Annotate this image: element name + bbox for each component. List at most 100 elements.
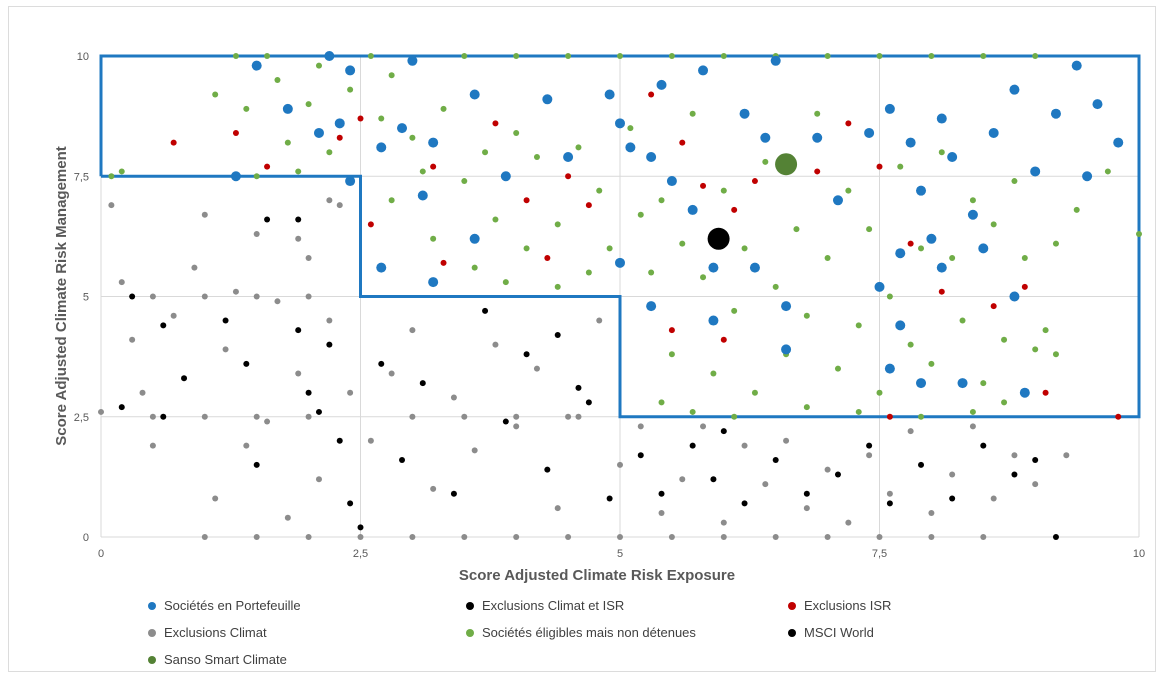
point-societes-en-portefeuille <box>936 262 947 273</box>
point-exclusions-isr <box>990 303 997 310</box>
point-exclusions-climat <box>866 452 873 459</box>
point-societes-eligibles-mais-non-detenues <box>482 149 489 156</box>
x-tick-label: 2,5 <box>353 548 368 560</box>
point-exclusions-climat <box>824 466 831 473</box>
legend-marker-icon <box>466 628 474 637</box>
point-societes-eligibles-mais-non-detenues <box>731 413 738 420</box>
point-societes-eligibles-mais-non-detenues <box>565 53 572 59</box>
point-exclusions-climat <box>305 413 312 420</box>
point-societes-eligibles-mais-non-detenues <box>1073 206 1080 213</box>
y-tick-label: 0 <box>83 532 89 544</box>
point-exclusions-climat <box>201 211 208 218</box>
point-societes-en-portefeuille <box>895 248 906 259</box>
legend-marker-icon <box>148 628 156 637</box>
point-societes-en-portefeuille <box>749 262 760 273</box>
point-exclusions-climat-et-isr <box>585 399 592 406</box>
point-societes-en-portefeuille <box>428 277 439 288</box>
point-exclusions-climat <box>980 534 987 540</box>
point-exclusions-climat <box>315 476 322 483</box>
point-exclusions-climat-et-isr <box>1032 457 1039 464</box>
point-societes-en-portefeuille <box>1050 108 1061 119</box>
point-societes-eligibles-mais-non-detenues <box>430 235 437 242</box>
point-societes-en-portefeuille <box>895 320 906 331</box>
point-exclusions-climat <box>201 413 208 420</box>
point-exclusions-isr <box>814 168 821 175</box>
point-exclusions-climat <box>336 202 343 209</box>
point-societes-eligibles-mais-non-detenues <box>658 197 665 204</box>
point-societes-eligibles-mais-non-detenues <box>928 360 935 367</box>
point-societes-eligibles-mais-non-detenues <box>606 245 613 252</box>
point-exclusions-climat <box>326 197 333 204</box>
legend-item-sanso-smart-climate: Sanso Smart Climate <box>148 652 287 667</box>
point-societes-en-portefeuille <box>469 89 480 100</box>
point-societes-eligibles-mais-non-detenues <box>959 317 966 324</box>
point-exclusions-isr <box>336 134 343 141</box>
point-societes-eligibles-mais-non-detenues <box>720 187 727 194</box>
point-societes-en-portefeuille <box>874 281 885 292</box>
point-societes-eligibles-mais-non-detenues <box>1042 327 1049 334</box>
point-societes-eligibles-mais-non-detenues <box>492 216 499 223</box>
point-exclusions-climat <box>450 394 457 401</box>
point-societes-en-portefeuille <box>916 185 927 196</box>
legend-label: Sanso Smart Climate <box>164 652 287 667</box>
point-exclusions-climat <box>617 534 623 540</box>
point-societes-eligibles-mais-non-detenues <box>824 53 831 59</box>
point-exclusions-climat <box>149 293 156 300</box>
point-societes-en-portefeuille <box>407 55 418 66</box>
point-societes-eligibles-mais-non-detenues <box>772 283 779 290</box>
point-societes-eligibles-mais-non-detenues <box>264 53 271 59</box>
point-exclusions-climat <box>461 534 468 540</box>
legend-marker-icon <box>148 655 156 664</box>
point-exclusions-climat <box>409 327 416 334</box>
point-societes-eligibles-mais-non-detenues <box>232 53 239 59</box>
point-exclusions-climat-et-isr <box>222 317 229 324</box>
legend-marker-icon <box>788 628 796 637</box>
point-societes-eligibles-mais-non-detenues <box>700 274 707 281</box>
point-exclusions-climat <box>264 418 271 425</box>
point-exclusions-climat-et-isr <box>772 457 779 464</box>
legend-marker-icon <box>148 601 156 610</box>
y-tick-label: 10 <box>77 51 89 63</box>
point-societes-eligibles-mais-non-detenues <box>513 129 520 136</box>
legend-item-exclusions-isr: Exclusions ISR <box>788 598 891 613</box>
legend-label: Exclusions Climat <box>164 625 267 640</box>
point-societes-eligibles-mais-non-detenues <box>969 408 976 415</box>
point-exclusions-climat <box>409 413 416 420</box>
point-exclusions-isr <box>232 129 239 136</box>
point-societes-eligibles-mais-non-detenues <box>949 255 956 262</box>
point-exclusions-climat <box>118 279 125 286</box>
point-societes-eligibles-mais-non-detenues <box>253 173 260 180</box>
point-exclusions-climat <box>533 365 540 372</box>
point-exclusions-climat <box>720 519 727 526</box>
point-exclusions-climat <box>243 442 250 449</box>
point-exclusions-climat <box>949 471 956 478</box>
legend-item-exclusions-climat: Exclusions Climat <box>148 625 267 640</box>
point-societes-eligibles-mais-non-detenues <box>409 134 416 141</box>
point-exclusions-climat <box>367 437 374 444</box>
point-exclusions-climat <box>1063 452 1070 459</box>
y-axis-title: Score Adjusted Climate Risk Management <box>53 146 70 446</box>
point-exclusions-isr <box>264 163 271 170</box>
point-exclusions-climat <box>845 519 852 526</box>
point-societes-eligibles-mais-non-detenues <box>243 105 250 112</box>
point-exclusions-climat <box>969 423 976 430</box>
point-exclusions-climat <box>886 490 893 497</box>
x-axis-title: Score Adjusted Climate Risk Exposure <box>459 567 735 584</box>
point-exclusions-climat <box>637 423 644 430</box>
point-exclusions-climat-et-isr <box>1052 534 1059 540</box>
point-exclusions-climat <box>305 293 312 300</box>
point-exclusions-climat-et-isr <box>689 442 696 449</box>
point-exclusions-climat-et-isr <box>118 404 125 411</box>
point-exclusions-climat <box>326 317 333 324</box>
point-societes-eligibles-mais-non-detenues <box>554 221 561 228</box>
point-exclusions-climat <box>409 534 416 540</box>
point-exclusions-climat-et-isr <box>637 452 644 459</box>
point-exclusions-climat-et-isr <box>336 437 343 444</box>
point-exclusions-isr <box>700 182 707 189</box>
point-societes-eligibles-mais-non-detenues <box>1052 240 1059 247</box>
point-societes-eligibles-mais-non-detenues <box>326 149 333 156</box>
point-exclusions-climat <box>617 461 623 468</box>
point-exclusions-climat-et-isr <box>1011 471 1018 478</box>
x-tick-label: 7,5 <box>872 548 887 560</box>
